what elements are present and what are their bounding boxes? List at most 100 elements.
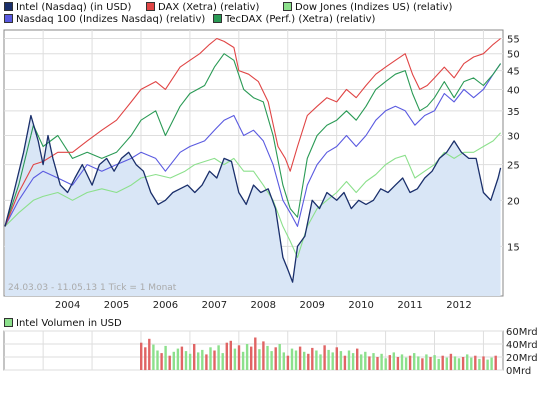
- y-tick-label: 35: [507, 107, 520, 118]
- volume-bar: [494, 355, 497, 370]
- volume-bar: [364, 351, 367, 370]
- volume-legend: Intel Volumen in USD: [4, 318, 122, 330]
- volume-bar: [294, 350, 298, 370]
- volume-bar: [429, 357, 432, 370]
- volume-bar: [250, 346, 253, 370]
- volume-bar: [286, 355, 290, 370]
- volume-title: Intel Volumen in USD: [16, 318, 122, 329]
- volume-bar: [356, 348, 359, 370]
- volume-bar: [368, 356, 371, 370]
- volume-tick-label: 0Mrd: [506, 366, 531, 377]
- volume-plot-frame: [3, 330, 504, 371]
- volume-bar: [245, 344, 249, 370]
- volume-bar: [453, 356, 457, 370]
- volume-bar: [372, 353, 375, 370]
- y-tick-label: 15: [507, 242, 520, 253]
- volume-bar: [164, 345, 167, 370]
- volume-bar: [486, 359, 489, 370]
- price-panel: 15 20 25 30 35 40 45 50 55 2004 2005 2006 2007 2008 20…: [3, 29, 520, 311]
- volume-bar: [278, 344, 281, 370]
- volume-bar: [474, 355, 477, 370]
- volume-bar: [396, 357, 400, 370]
- legend-swatch-dow-jones: [283, 2, 292, 11]
- volume-bar: [254, 337, 257, 370]
- y-tick-label: 40: [507, 85, 520, 96]
- volume-bar: [339, 351, 343, 370]
- volume-bar: [380, 353, 383, 371]
- volume-bar: [193, 344, 196, 370]
- legend-item-tecdax: TecDAX (Perf.) (Xetra) (relativ): [213, 14, 375, 26]
- volume-bar: [343, 355, 347, 370]
- volume-bar: [188, 353, 192, 371]
- x-tick-label: 2010: [348, 300, 373, 311]
- legend-label-dax: DAX (Xetra) (relativ): [158, 2, 260, 13]
- volume-bar: [205, 354, 208, 370]
- x-tick-label: 2012: [446, 300, 471, 311]
- volume-bar: [433, 355, 436, 370]
- legend-label-tecdax: TecDAX (Perf.) (Xetra) (relativ): [225, 14, 376, 25]
- volume-bar: [490, 357, 493, 370]
- x-tick-label: 2004: [55, 300, 80, 311]
- x-tick-label: 2007: [202, 300, 227, 311]
- volume-bar: [176, 348, 180, 370]
- volume-bar: [347, 350, 351, 370]
- volume-bar: [319, 354, 322, 370]
- volume-bar: [404, 357, 408, 370]
- legend-swatch-dax: [146, 2, 155, 11]
- volume-bar: [184, 351, 188, 370]
- date-range-label: 24.03.03 - 11.05.13 1 Tick = 1 Monat: [8, 283, 177, 293]
- volume-bar: [148, 338, 151, 370]
- volume-bar: [303, 351, 306, 370]
- legend-label-dow-jones: Dow Jones (Indizes US) (relativ): [295, 2, 453, 13]
- legend-label-intel: Intel (Nasdaq) (in USD): [16, 2, 132, 13]
- legend-swatch-intel: [4, 2, 13, 11]
- volume-bar: [315, 350, 318, 370]
- volume-bar: [457, 358, 461, 370]
- y-tick-label: 45: [507, 67, 520, 78]
- volume-bar: [197, 352, 200, 370]
- series-area-intel: [4, 115, 501, 296]
- legend-item-nasdaq-100: Nasdaq 100 (Indizes Nasdaq) (relativ): [4, 14, 205, 26]
- volume-bar: [384, 358, 387, 370]
- volume-bar: [298, 346, 302, 370]
- y-tick-label: 50: [507, 50, 520, 61]
- volume-tick-label: 20Mrd: [506, 353, 538, 364]
- y-tick-label: 30: [507, 131, 520, 142]
- y-tick-label: 55: [507, 34, 520, 45]
- legend-label-nasdaq-100: Nasdaq 100 (Indizes Nasdaq) (relativ): [16, 14, 206, 25]
- series-line-intel: [4, 114, 502, 283]
- volume-bar: [449, 353, 453, 371]
- volume-bar: [258, 349, 261, 370]
- volume-bar: [233, 348, 237, 370]
- volume-bar: [421, 358, 424, 370]
- volume-bar: [144, 347, 147, 371]
- y-tick-label: 20: [507, 196, 520, 207]
- volume-bar: [327, 349, 330, 370]
- volume-bar: [168, 355, 171, 370]
- volume-bar: [262, 341, 265, 370]
- series-line-dow-jones: [4, 132, 502, 258]
- volume-bar: [482, 356, 485, 370]
- x-tick-label: 2009: [299, 300, 324, 311]
- volume-bar: [274, 347, 277, 371]
- volume-tick-label: 40Mrd: [506, 340, 538, 351]
- volume-bar: [376, 357, 379, 370]
- legend-item-dow-jones: Dow Jones (Indizes US) (relativ): [283, 2, 452, 14]
- volume-bar: [417, 356, 420, 370]
- volume-bar: [323, 345, 326, 370]
- volume-bar: [156, 350, 159, 370]
- volume-bar: [331, 352, 334, 370]
- volume-bar: [266, 345, 269, 370]
- legend-item-dax: DAX (Xetra) (relativ): [146, 2, 259, 14]
- volume-bar: [217, 345, 220, 370]
- volume-bar: [466, 354, 469, 370]
- series-line-dax: [4, 37, 501, 227]
- volume-bar: [237, 345, 241, 370]
- volume-bar: [160, 353, 163, 370]
- volume-bar: [437, 358, 440, 370]
- volume-bar: [445, 357, 448, 370]
- volume-bar: [201, 349, 204, 370]
- volume-bar: [172, 351, 175, 370]
- x-tick-label: 2011: [397, 300, 422, 311]
- legend-item-intel: Intel (Nasdaq) (in USD): [4, 2, 131, 14]
